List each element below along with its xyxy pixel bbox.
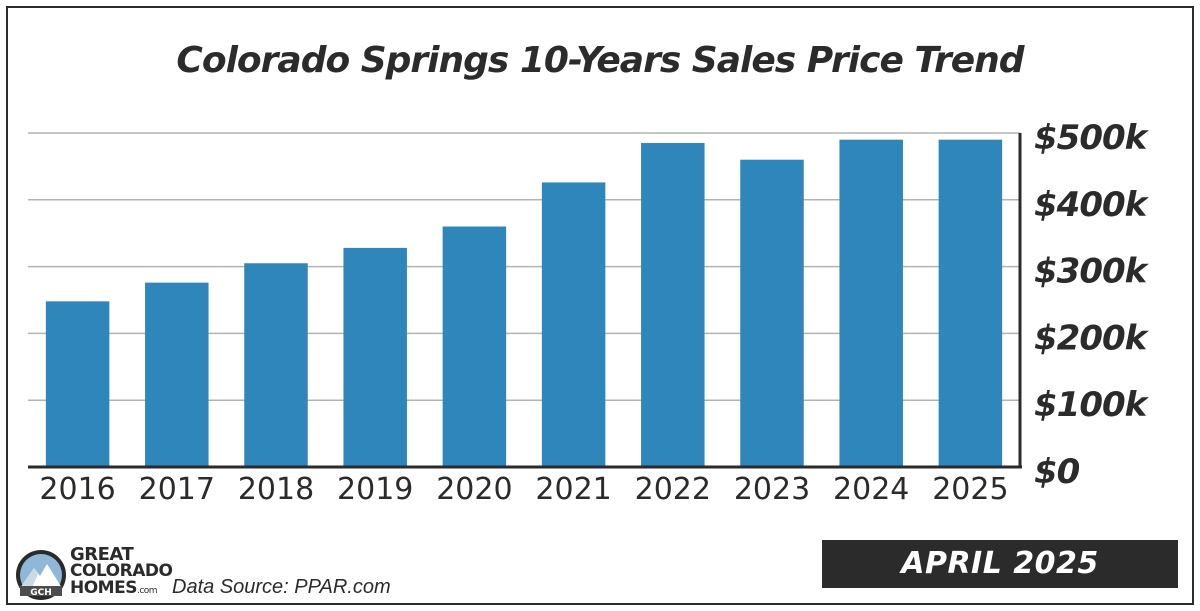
brand-wordmark: GREAT COLORADO HOMES.com: [70, 544, 173, 600]
y-tick-label-2: $200k: [1034, 318, 1150, 358]
y-tick-label-0: $0: [1034, 452, 1080, 492]
x-tick-label-2025: 2025: [932, 472, 1008, 507]
data-source: Data Source: PPAR.com: [172, 576, 391, 598]
x-tick-label-2022: 2022: [635, 472, 711, 507]
y-tick-label-1: $100k: [1034, 385, 1150, 425]
brand-line-2: COLORADO: [70, 561, 173, 581]
x-tick-label-2019: 2019: [337, 472, 413, 507]
bar-2022: [641, 143, 705, 467]
brand-suffix: .com: [136, 586, 158, 596]
bar-2020: [442, 226, 507, 467]
y-tick-label-4: $400k: [1034, 185, 1150, 225]
bar-2017: [145, 282, 209, 467]
bar-2016: [45, 301, 110, 467]
bar-2023: [740, 159, 804, 467]
mountain-logo-icon: GCH: [16, 550, 66, 600]
x-tick-label-2020: 2020: [436, 472, 512, 507]
brand-line-3: HOMES: [70, 578, 137, 598]
bar-2021: [541, 182, 606, 467]
y-tick-label-3: $300k: [1034, 252, 1150, 292]
x-tick-label-2023: 2023: [734, 472, 810, 507]
bar-2019: [343, 247, 407, 467]
x-tick-label-2021: 2021: [535, 472, 611, 507]
x-tick-label-2024: 2024: [833, 472, 909, 507]
x-tick-label-2017: 2017: [139, 472, 215, 507]
x-tick-label-2018: 2018: [238, 472, 314, 507]
chart-title: Colorado Springs 10-Years Sales Price Tr…: [176, 40, 1024, 81]
bar-2025: [938, 139, 1003, 467]
bar-2018: [244, 263, 308, 467]
logo-initials: GCH: [30, 588, 52, 598]
brand-line-3-wrap: HOMES.com: [70, 580, 172, 600]
x-tick-label-2016: 2016: [39, 472, 115, 507]
bar-2024: [839, 139, 903, 467]
y-tick-label-5: $500k: [1034, 118, 1150, 158]
brand-line-1: GREAT: [70, 544, 134, 565]
date-badge: APRIL 2025: [822, 540, 1178, 588]
